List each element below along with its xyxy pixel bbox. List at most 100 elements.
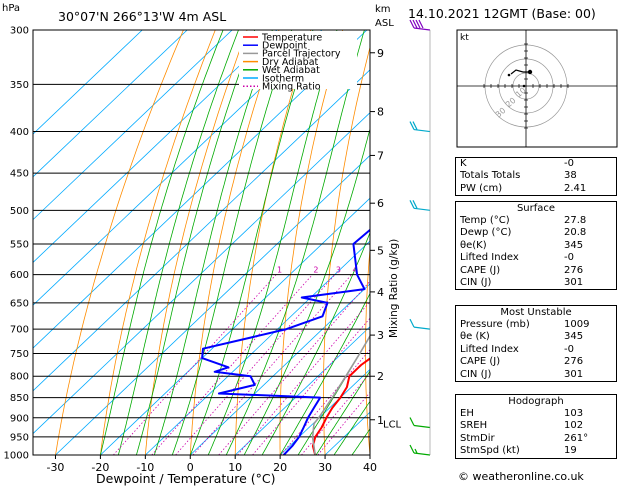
dry-adiabat-line <box>279 30 344 455</box>
mixing-ratio-label: 3 <box>336 266 341 275</box>
hodograph-param-label: EH <box>460 408 474 419</box>
dry-adiabat-line <box>322 45 370 455</box>
isotherm-line <box>33 112 370 435</box>
wind-barb-flag <box>415 19 421 29</box>
mixing-ratio-line <box>317 391 370 455</box>
legend-label: Dewpoint <box>262 41 307 52</box>
most-unstable-value: 1009 <box>564 319 590 330</box>
index-label: PW (cm) <box>460 182 503 194</box>
mixing-ratio-line <box>175 274 336 455</box>
km-label: km <box>375 4 391 15</box>
wet-adiabat-line <box>297 335 370 455</box>
mixing-ratio-label: 6 <box>377 266 382 275</box>
dewpoint-profile <box>201 228 370 455</box>
hodograph-frame <box>456 29 618 148</box>
km-tick-label: 3 <box>377 329 384 342</box>
plot-frame <box>32 29 371 456</box>
surface-row: CIN (J) 301 <box>456 277 616 289</box>
x-tick-label: -30 <box>46 461 64 474</box>
x-tick-label: 0 <box>187 461 194 474</box>
isotherm-line <box>145 240 370 455</box>
most-unstable-label: θe (K) <box>460 331 490 343</box>
most-unstable-label: Lifted Index <box>460 343 519 355</box>
mixing-ratio-label: 1 <box>277 266 282 275</box>
surface-row: CAPE (J) 276 <box>456 265 616 277</box>
isotherm-line <box>33 69 370 392</box>
wind-barb-flag <box>409 417 415 426</box>
wind-barb-flag <box>409 444 415 454</box>
datetime-title: 14.10.2021 12GMT (Base: 00) <box>408 6 596 21</box>
x-tick-label: 30 <box>318 461 332 474</box>
isotherm-line <box>33 30 323 306</box>
wet-adiabat-line <box>118 30 239 455</box>
most-unstable-label: CIN (J) <box>460 368 492 380</box>
surface-title: Surface <box>516 203 556 214</box>
index-row: K -0 <box>456 158 616 170</box>
isotherm-line <box>55 154 370 455</box>
wind-barb-flag <box>418 19 424 29</box>
dry-adiabat-line <box>406 30 438 455</box>
most-unstable-value: -0 <box>564 343 574 355</box>
wet-adiabat-line <box>243 127 370 455</box>
hodograph-param-row: StmSpd (kt) 19 <box>456 445 616 457</box>
surface-value: 27.8 <box>564 215 587 226</box>
km-tick-label: 9 <box>377 47 384 60</box>
x-tick-label: -20 <box>91 461 109 474</box>
km-tick-label: 4 <box>377 286 384 299</box>
hodograph-trace <box>510 69 530 75</box>
wind-barb-half-flag <box>414 448 418 454</box>
most-unstable-label: Pressure (mb) <box>460 319 530 330</box>
x-tick-label: -10 <box>136 461 154 474</box>
surface-value: 301 <box>564 276 584 288</box>
surface-row: Temp (°C) 27.8 <box>456 215 616 227</box>
profile-lines <box>201 228 370 455</box>
legend-label: Mixing Ratio <box>262 82 321 93</box>
isotherm-line <box>279 368 370 455</box>
hodograph-param-value: 19 <box>564 445 577 457</box>
hodograph-param-label: StmSpd (kt) <box>460 445 520 457</box>
wind-barb-shaft <box>413 452 431 456</box>
pressure-tick-label: 700 <box>10 325 29 336</box>
mixing-ratio-label: 10 <box>409 266 419 275</box>
km-tick-label: 1 <box>377 414 384 427</box>
legend-label: Temperature <box>261 32 322 43</box>
legend-background <box>239 31 357 89</box>
most-unstable-value: 276 <box>564 356 584 368</box>
pressure-tick-label: 1000 <box>4 451 29 462</box>
hodograph-unit-label: kt <box>460 33 469 43</box>
km-tick-label: 7 <box>377 149 384 162</box>
hodograph-param-value: 103 <box>564 408 584 419</box>
index-label: K <box>460 158 467 169</box>
most-unstable-row: Lifted Index -0 <box>456 344 616 356</box>
surface-value: 20.8 <box>564 227 587 239</box>
most-unstable-value: 345 <box>564 331 584 343</box>
surface-label: Lifted Index <box>460 252 519 264</box>
wind-barb-shaft <box>413 207 431 211</box>
hodograph-params-panel: Hodograph EH 103 SREH 102 StmDir 261° StmSpd (… <box>455 394 617 459</box>
x-tick-label: 20 <box>273 461 287 474</box>
isotherm-line <box>33 30 143 135</box>
pressure-tick-label: 500 <box>10 206 29 217</box>
dry-adiabat-line <box>365 243 370 455</box>
asl-label: ASL <box>375 18 394 29</box>
index-row: PW (cm) 2.41 <box>456 183 616 195</box>
isotherm-line <box>33 30 368 349</box>
surface-row: Lifted Index -0 <box>456 252 616 264</box>
index-value: 38 <box>564 170 577 182</box>
most-unstable-row: CAPE (J) 276 <box>456 356 616 368</box>
wind-barb-flag <box>412 200 418 209</box>
index-value: 2.41 <box>564 182 587 194</box>
most-unstable-row: θe (K) 345 <box>456 331 616 343</box>
most-unstable-value: 301 <box>564 368 584 380</box>
dry-adiabat-line <box>55 30 184 455</box>
isotherm-line <box>33 30 233 221</box>
mixing-ratio-label: 2 <box>313 266 318 275</box>
pressure-tick-label: 950 <box>10 432 29 443</box>
surface-row: Dewp (°C) 20.8 <box>456 227 616 239</box>
hodograph-origin-marker <box>522 84 526 88</box>
pressure-tick-label: 750 <box>10 349 29 360</box>
legend-label: Isotherm <box>262 73 304 84</box>
wind-barb-flag <box>409 19 415 29</box>
